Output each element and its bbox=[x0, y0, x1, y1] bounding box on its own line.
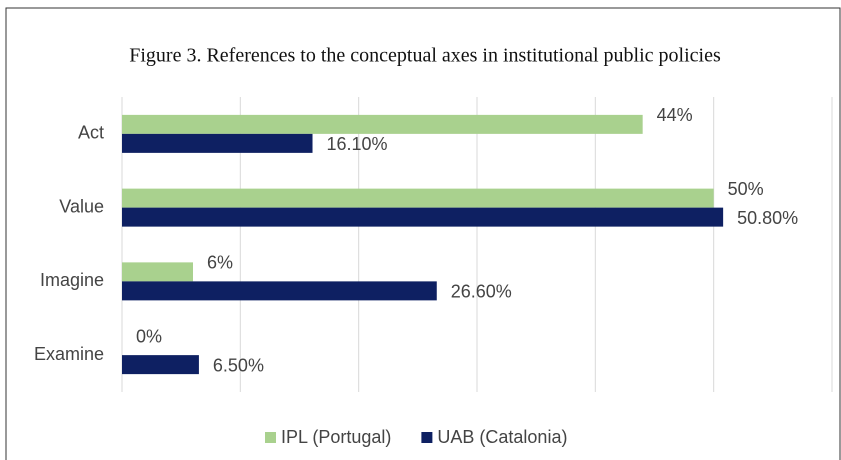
frame bbox=[5, 7, 841, 460]
data-label: 6% bbox=[207, 253, 233, 273]
data-label: 26.60% bbox=[451, 282, 512, 302]
legend-label: UAB (Catalonia) bbox=[437, 427, 567, 447]
legend-swatch bbox=[421, 432, 433, 443]
data-label: 0% bbox=[136, 326, 162, 346]
bar bbox=[122, 262, 193, 282]
bar bbox=[122, 188, 714, 208]
bar bbox=[122, 207, 724, 227]
legend-label: IPL (Portugal) bbox=[281, 427, 391, 447]
bar bbox=[122, 114, 643, 134]
y-tick-label: Examine bbox=[34, 344, 104, 364]
data-label: 50% bbox=[728, 179, 764, 199]
y-tick-label: Act bbox=[78, 123, 104, 143]
chart-title: Figure 3. References to the conceptual a… bbox=[129, 45, 721, 67]
y-tick-label: Value bbox=[59, 196, 104, 216]
y-tick-label: Imagine bbox=[40, 270, 104, 290]
bar bbox=[122, 281, 437, 301]
legend-swatch bbox=[265, 432, 276, 443]
bar bbox=[122, 355, 199, 375]
data-label: 44% bbox=[657, 105, 693, 125]
data-label: 16.10% bbox=[327, 134, 388, 154]
data-label: 50.80% bbox=[737, 208, 798, 228]
data-label: 6.50% bbox=[213, 355, 264, 375]
bar bbox=[122, 133, 313, 153]
